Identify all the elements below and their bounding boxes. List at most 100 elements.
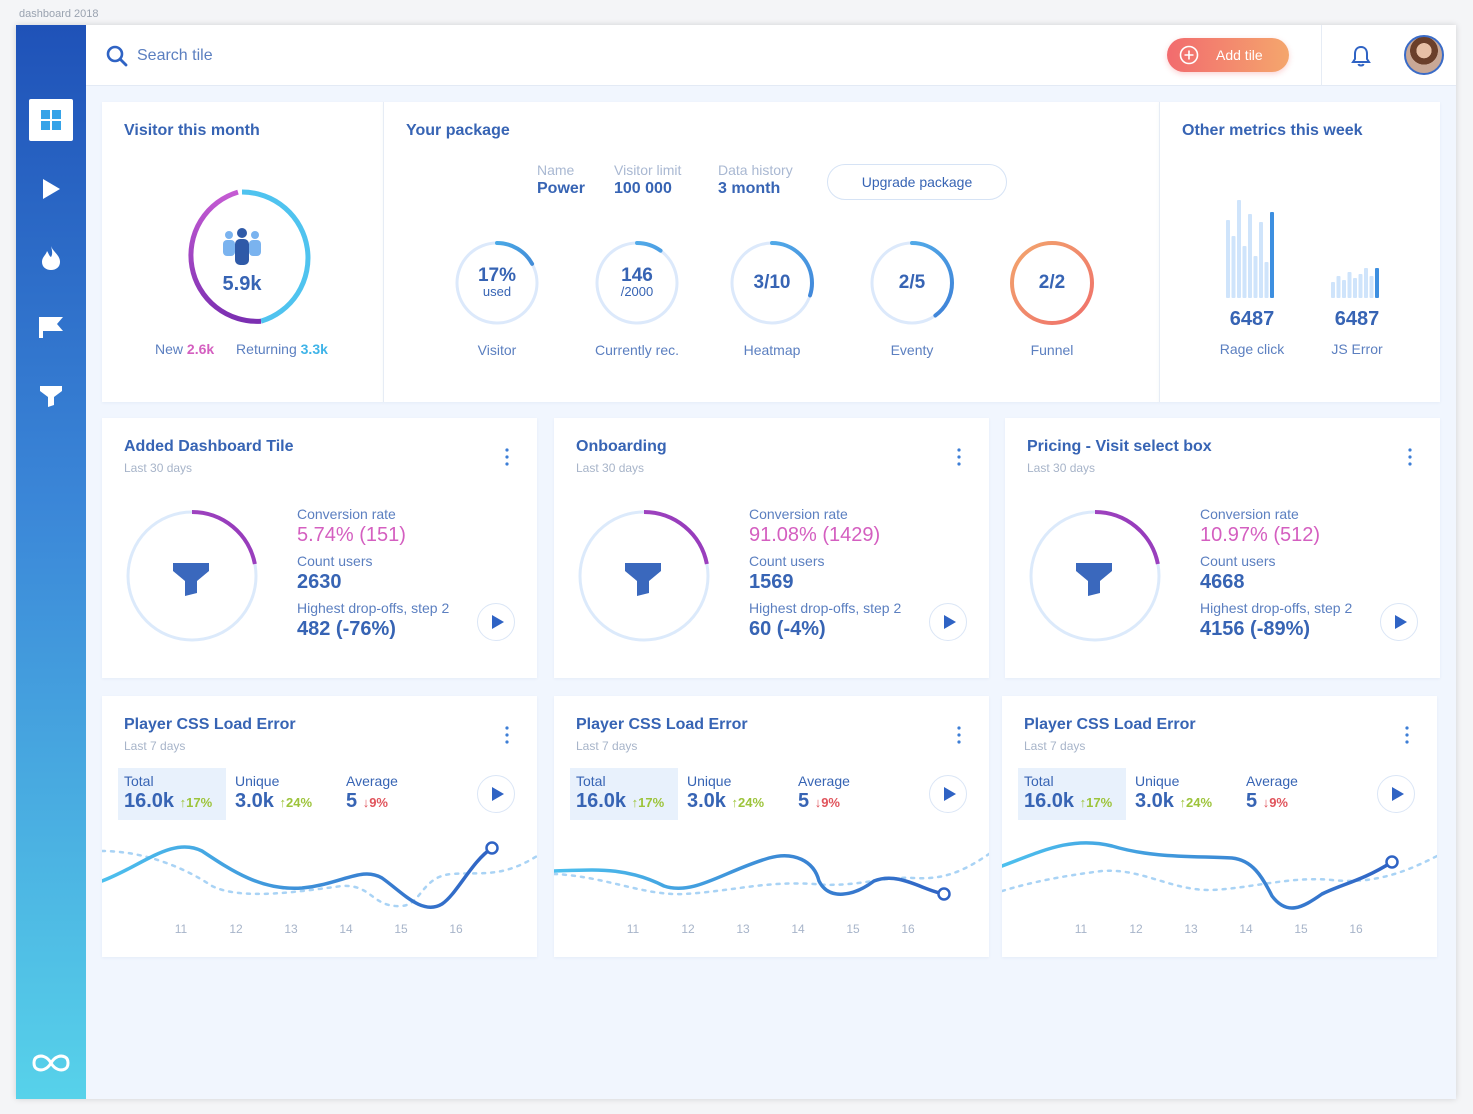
new-label: New bbox=[155, 341, 184, 357]
usage-ring: 146/2000 bbox=[594, 240, 680, 331]
ring-text: 2/2 bbox=[1009, 240, 1095, 326]
spark-bar bbox=[1347, 272, 1352, 298]
nav-events[interactable] bbox=[29, 306, 73, 348]
package-visitor-limit: Visitor limit 100 000 bbox=[614, 162, 681, 198]
spark-bar bbox=[1342, 280, 1346, 298]
js-error-value: 6487 bbox=[1334, 308, 1380, 330]
returning-value: 3.3k bbox=[300, 341, 328, 357]
plus-circle-icon bbox=[1179, 45, 1199, 65]
play-icon bbox=[1394, 615, 1407, 629]
conversion-rate-value: 91.08% (1429) bbox=[749, 524, 881, 546]
x-tick-label: 15 bbox=[1294, 922, 1308, 936]
stat-value: 3.0k ↑24% bbox=[1135, 790, 1231, 813]
spark-bar bbox=[1270, 212, 1274, 298]
spark-bar bbox=[1358, 274, 1363, 298]
rage-click-value: 6487 bbox=[1229, 308, 1275, 330]
stat-average[interactable]: Average 5 ↓9% bbox=[1240, 768, 1340, 820]
add-tile-button[interactable]: Add tile bbox=[1167, 38, 1289, 72]
nav-dashboard[interactable] bbox=[29, 99, 73, 141]
stat-number: 16.0k bbox=[576, 790, 632, 812]
current-period-line bbox=[1002, 841, 1394, 910]
ring-svg bbox=[595, 241, 679, 325]
error-card: Player CSS Load Error Last 7 days Total 16.… bbox=[554, 696, 989, 957]
play-icon bbox=[943, 615, 956, 629]
stat-total[interactable]: Total 16.0k ↑17% bbox=[1018, 768, 1126, 820]
current-period-line bbox=[554, 854, 946, 896]
stat-value: 3.0k ↑24% bbox=[235, 790, 331, 813]
stat-number: 3.0k bbox=[235, 790, 280, 812]
nav-funnels[interactable] bbox=[29, 375, 73, 417]
ring-sub: /2000 bbox=[620, 284, 654, 299]
stat-label: Unique bbox=[235, 773, 280, 789]
funnel-card: Onboarding Last 30 days Conversion rate 91.… bbox=[554, 418, 989, 678]
play-icon bbox=[1391, 787, 1404, 801]
stat-delta: ↓9% bbox=[362, 795, 388, 810]
topbar-divider bbox=[1321, 25, 1322, 86]
more-options-icon[interactable] bbox=[500, 726, 514, 744]
stat-number: 3.0k bbox=[687, 790, 732, 812]
search-input[interactable] bbox=[137, 43, 437, 69]
play-icon bbox=[943, 787, 956, 801]
bell-icon[interactable] bbox=[1351, 45, 1371, 67]
spark-bar bbox=[1237, 200, 1241, 298]
last-point-marker[interactable] bbox=[485, 841, 499, 855]
ring-label: Heatmap bbox=[743, 342, 801, 358]
stat-unique[interactable]: Unique 3.0k ↑24% bbox=[681, 768, 789, 820]
play-button[interactable] bbox=[929, 775, 967, 813]
trend-chart bbox=[1002, 841, 1437, 910]
nav-heatmaps[interactable] bbox=[29, 237, 73, 279]
upgrade-package-button[interactable]: Upgrade package bbox=[827, 164, 1007, 200]
play-button[interactable] bbox=[477, 775, 515, 813]
avatar[interactable] bbox=[1404, 35, 1444, 75]
usage-ring: 2/2 bbox=[1009, 240, 1095, 331]
sidebar bbox=[16, 25, 86, 1099]
stat-average[interactable]: Average 5 ↓9% bbox=[340, 768, 440, 820]
ring-text: 3/10 bbox=[729, 240, 815, 326]
x-tick-label: 16 bbox=[449, 922, 463, 936]
info-value: 100 000 bbox=[614, 180, 672, 197]
stat-label: Average bbox=[798, 773, 850, 789]
stat-unique[interactable]: Unique 3.0k ↑24% bbox=[229, 768, 337, 820]
stat-label: Total bbox=[124, 773, 154, 789]
rage-click-label: Rage click bbox=[1219, 341, 1285, 357]
js-error-sparkbars bbox=[1331, 268, 1379, 298]
card-period: Last 30 days bbox=[124, 461, 193, 475]
more-options-icon[interactable] bbox=[952, 448, 966, 466]
last-point-marker[interactable] bbox=[1385, 855, 1399, 869]
stat-value: 16.0k ↑17% bbox=[124, 790, 220, 813]
spark-bar bbox=[1364, 268, 1368, 298]
usage-ring: 17% used bbox=[454, 240, 540, 331]
ring-progress bbox=[730, 241, 814, 325]
play-button[interactable] bbox=[1377, 775, 1415, 813]
drop-off-label: Highest drop-offs, step 2 bbox=[749, 600, 902, 616]
stat-total[interactable]: Total 16.0k ↑17% bbox=[570, 768, 678, 820]
play-button[interactable] bbox=[929, 603, 967, 641]
visitor-total: 5.9k bbox=[222, 273, 262, 295]
spark-bar bbox=[1353, 278, 1357, 298]
visitor-ring bbox=[188, 189, 311, 324]
x-tick-label: 14 bbox=[339, 922, 353, 936]
funnel-card: Added Dashboard Tile Last 30 days Conversi… bbox=[102, 418, 537, 678]
x-tick-label: 13 bbox=[284, 922, 298, 936]
stat-total[interactable]: Total 16.0k ↑17% bbox=[118, 768, 226, 820]
funnel-ring bbox=[578, 510, 710, 642]
card-period: Last 30 days bbox=[576, 461, 645, 475]
stat-delta: ↑24% bbox=[731, 795, 765, 810]
x-tick-label: 11 bbox=[1074, 922, 1088, 936]
more-options-icon[interactable] bbox=[500, 448, 514, 466]
search-icon[interactable] bbox=[106, 45, 128, 67]
more-options-icon[interactable] bbox=[1400, 726, 1414, 744]
more-options-icon[interactable] bbox=[952, 726, 966, 744]
stat-unique[interactable]: Unique 3.0k ↑24% bbox=[1129, 768, 1237, 820]
stat-number: 5 bbox=[798, 790, 815, 812]
ring-value: 2/5 bbox=[898, 272, 926, 293]
ring-progress bbox=[595, 241, 679, 325]
nav-recordings[interactable] bbox=[29, 168, 73, 210]
play-button[interactable] bbox=[477, 603, 515, 641]
stat-average[interactable]: Average 5 ↓9% bbox=[792, 768, 892, 820]
more-options-icon[interactable] bbox=[1403, 448, 1417, 466]
funnel-icon bbox=[1076, 563, 1112, 596]
card-title: Added Dashboard Tile bbox=[124, 438, 294, 455]
play-button[interactable] bbox=[1380, 603, 1418, 641]
last-point-marker[interactable] bbox=[937, 887, 951, 901]
